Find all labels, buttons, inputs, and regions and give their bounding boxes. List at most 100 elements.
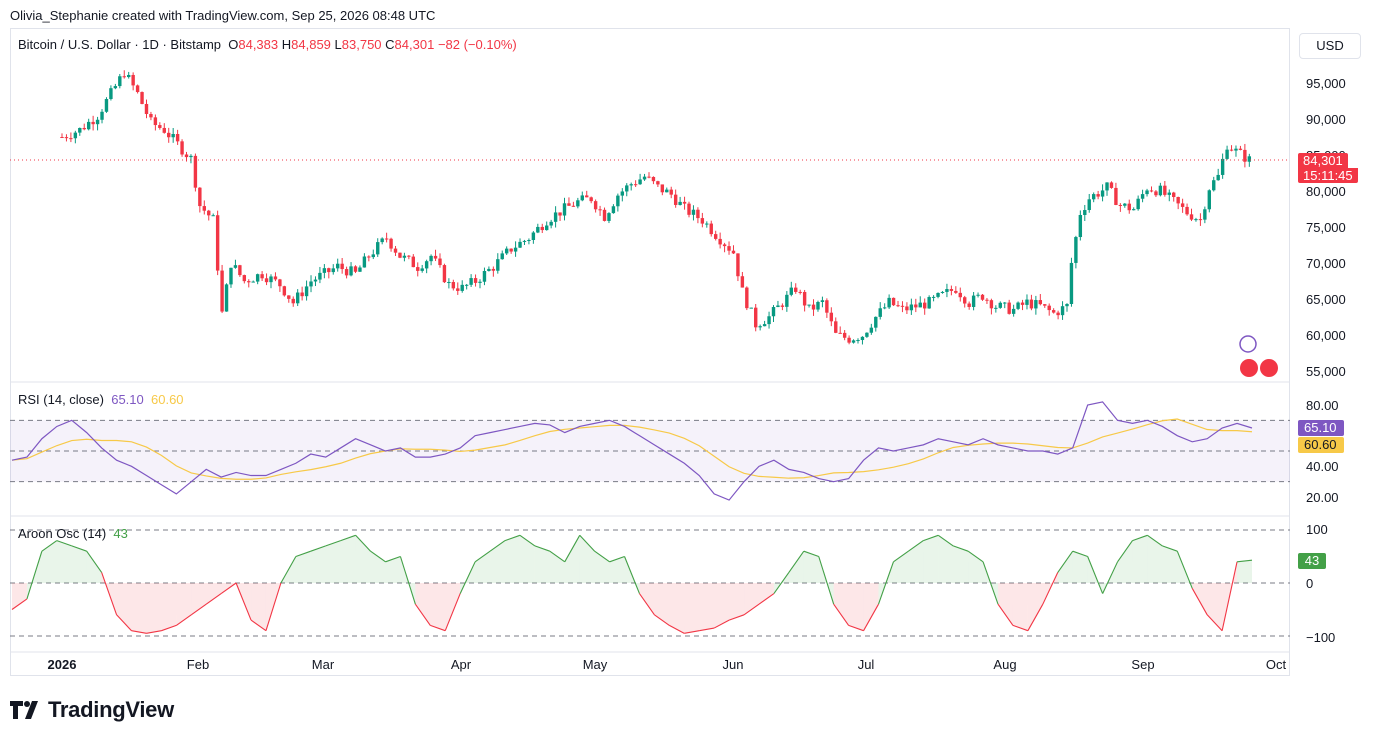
aroon-line <box>1237 559 1253 563</box>
candle-body <box>509 248 513 252</box>
aroon-line <box>1012 624 1029 632</box>
aroon-line <box>146 630 162 634</box>
candle-body <box>1131 209 1136 211</box>
aroon-line <box>669 624 685 634</box>
countdown-tag: 15:11:45 <box>1298 168 1358 183</box>
candle-body <box>571 205 576 207</box>
candle-body <box>531 232 536 241</box>
currency-button[interactable]: USD <box>1299 33 1361 59</box>
candle-body <box>914 304 918 308</box>
candle-body <box>349 266 353 276</box>
aroon-fill <box>953 545 969 583</box>
candle-body <box>287 295 291 299</box>
candle-body <box>1056 312 1060 316</box>
aroon-line <box>1176 550 1193 589</box>
aroon-line <box>280 556 297 584</box>
candle-body <box>518 241 522 248</box>
candle-body <box>900 305 905 307</box>
aroon-line <box>863 603 879 631</box>
flag-icon <box>1240 359 1258 377</box>
candle-body <box>322 268 327 273</box>
aroon-fill <box>639 583 655 615</box>
aroon-fill <box>534 545 550 583</box>
candle-body <box>202 206 207 211</box>
rsi-ma-line <box>11 418 1253 480</box>
candle-body <box>336 263 340 269</box>
aroon-fill <box>923 535 939 583</box>
candle-body <box>464 284 469 286</box>
aroon-line <box>190 603 207 616</box>
aroon-fill <box>654 583 670 626</box>
candle-body <box>376 242 380 255</box>
aroon-fill <box>460 561 476 594</box>
aroon-fill <box>1132 535 1148 583</box>
candle-body <box>344 269 349 276</box>
candle-body <box>749 307 753 309</box>
aroon-line <box>414 603 431 626</box>
candle-body <box>705 223 709 225</box>
candle-body <box>1034 300 1038 309</box>
candle-body <box>642 176 647 180</box>
aroon-line <box>997 603 1014 626</box>
aroon-fill <box>1147 535 1163 583</box>
high-value: 84,859 <box>291 37 331 52</box>
candle-body <box>958 292 962 298</box>
candle-body <box>304 286 309 297</box>
rsi-ma-value: 60.60 <box>151 392 184 407</box>
candle-body <box>785 294 789 307</box>
candle-body <box>994 307 998 309</box>
candle-body <box>264 278 269 283</box>
aroon-line <box>923 534 939 542</box>
aroon-fill <box>1057 551 1073 583</box>
aroon-line <box>11 598 28 610</box>
candle-body <box>460 284 464 291</box>
aroon-line <box>818 556 835 605</box>
aroon-fill <box>579 535 595 583</box>
candle-body <box>851 340 856 343</box>
candle-body <box>1096 194 1100 197</box>
x-tick: Mar <box>311 657 335 672</box>
rsi-tick: 40.00 <box>1306 459 1339 474</box>
candle-body <box>651 176 656 182</box>
candle-body <box>798 291 802 293</box>
candle-body <box>402 255 407 258</box>
aroon-tick: −100 <box>1306 630 1336 645</box>
candle-body <box>767 316 771 325</box>
aroon-fill <box>609 556 625 583</box>
candle-body <box>869 327 874 333</box>
aroon-fill <box>400 556 416 605</box>
candle-body <box>82 127 86 130</box>
candle-body <box>189 155 193 158</box>
aroon-line <box>743 603 760 616</box>
aroon-line <box>549 550 566 563</box>
candle-body <box>629 184 633 186</box>
last-price-tag: 84,301 <box>1298 153 1348 168</box>
candle-body <box>411 256 416 268</box>
aroon-line <box>444 593 461 631</box>
candle-body <box>416 267 420 271</box>
candle-body <box>776 305 780 308</box>
aroon-fill <box>1162 545 1178 583</box>
tradingview-logo[interactable]: TradingView <box>10 697 174 723</box>
aroon-line <box>684 630 700 634</box>
candle-body <box>780 305 785 307</box>
candle-body <box>340 263 344 270</box>
candle-body <box>842 332 847 338</box>
aroon-line <box>639 593 655 616</box>
candle-body <box>1123 203 1127 206</box>
candle-body <box>211 215 215 217</box>
candle-body <box>1043 304 1047 306</box>
candle-body <box>251 281 255 283</box>
candle-body <box>620 191 625 196</box>
candle-body <box>447 282 451 284</box>
candle-body <box>607 213 611 221</box>
candle-body <box>1154 191 1158 196</box>
candle-body <box>807 304 811 306</box>
tradingview-logo-icon <box>10 701 38 719</box>
candle-body <box>380 238 384 243</box>
candle-body <box>540 226 544 231</box>
candle-body <box>291 298 295 304</box>
aroon-line <box>1042 572 1059 605</box>
candle-body <box>1016 302 1020 309</box>
